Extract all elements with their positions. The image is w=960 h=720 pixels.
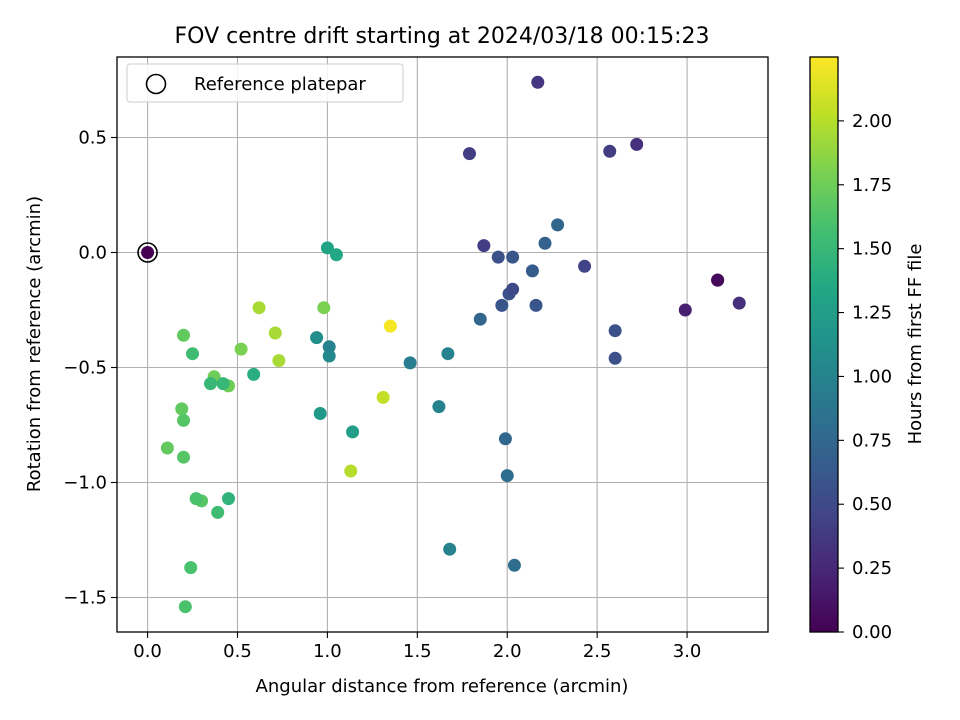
- y-axis: 0.5 0.0 −0.5 −1.0 −1.5: [63, 128, 117, 609]
- colorbar-tick-label: 0.25: [852, 558, 892, 579]
- data-point: [141, 246, 155, 259]
- data-point: [329, 248, 343, 262]
- data-point: [495, 298, 509, 312]
- y-tick-label: 0.5: [78, 128, 107, 149]
- data-point: [525, 264, 539, 278]
- plot-area: [116, 56, 769, 633]
- data-point: [175, 402, 189, 416]
- data-point: [344, 464, 358, 478]
- data-point: [272, 354, 286, 368]
- data-point: [531, 75, 545, 89]
- legend-marker-reference: [145, 73, 167, 95]
- colorbar-label: Hours from first FF file: [905, 244, 926, 445]
- data-point: [507, 558, 521, 572]
- data-point: [711, 273, 725, 287]
- data-point: [498, 432, 512, 446]
- colorbar-gradient: [809, 56, 839, 633]
- y-tick-label: −0.5: [63, 358, 107, 379]
- data-point: [186, 347, 200, 361]
- data-point: [320, 241, 334, 255]
- data-point: [441, 347, 455, 361]
- data-point: [317, 301, 331, 315]
- data-point: [310, 331, 324, 345]
- data-point: [678, 303, 692, 317]
- data-point: [491, 250, 505, 264]
- legend-box: [126, 63, 404, 103]
- data-point: [252, 301, 266, 315]
- x-tick-label: 2.0: [493, 641, 522, 662]
- data-point: [630, 137, 644, 151]
- colorbar: 0.00 0.25 0.50 0.75 1.00 1.25 1.50 1.75 2.00 Hou…: [809, 56, 926, 643]
- x-tick-label: 3.0: [673, 641, 702, 662]
- data-point: [204, 377, 218, 391]
- data-point: [608, 324, 622, 338]
- chart-title: FOV centre drift starting at 2024/03/18 …: [175, 24, 710, 49]
- data-point: [578, 259, 592, 273]
- data-point: [211, 505, 225, 519]
- data-point: [216, 377, 230, 391]
- y-tick-label: −1.5: [63, 588, 107, 609]
- data-point: [432, 400, 446, 414]
- x-tick-label: 0.0: [133, 641, 162, 662]
- colorbar-tick-label: 2.00: [852, 111, 892, 132]
- data-point: [322, 349, 336, 363]
- data-point: [383, 319, 397, 333]
- data-point: [538, 236, 552, 250]
- colorbar-tick-label: 1.50: [852, 239, 892, 260]
- data-point: [462, 147, 476, 161]
- y-tick-label: −1.0: [63, 473, 107, 494]
- data-point: [477, 239, 491, 253]
- x-tick-label: 2.5: [583, 641, 612, 662]
- x-tick-label: 1.0: [313, 641, 342, 662]
- data-point: [234, 342, 248, 356]
- data-point: [443, 542, 457, 556]
- legend: Reference platepar: [126, 63, 404, 103]
- reference-platepar-marker: [137, 242, 158, 263]
- data-point: [313, 407, 327, 420]
- y-tick-label: 0.0: [78, 243, 107, 264]
- grid: [117, 57, 768, 632]
- data-point: [268, 326, 282, 340]
- x-tick-label: 0.5: [223, 641, 252, 662]
- data-point: [506, 250, 520, 264]
- data-point: [608, 351, 622, 365]
- data-point: [603, 144, 617, 158]
- data-point: [346, 425, 360, 439]
- data-point: [177, 328, 191, 342]
- data-point: [177, 413, 191, 427]
- colorbar-tick-label: 1.00: [852, 366, 892, 387]
- data-point: [160, 441, 174, 455]
- data-point: [178, 600, 192, 614]
- data-point: [189, 492, 203, 506]
- colorbar-tick-label: 0.75: [852, 430, 892, 451]
- data-point: [221, 492, 235, 506]
- data-point: [403, 356, 417, 370]
- colorbar-tick-label: 0.50: [852, 494, 892, 515]
- data-point: [500, 469, 514, 483]
- x-axis: 0.0 0.5 1.0 1.5 2.0 2.5 3.0: [133, 632, 701, 662]
- scatter-points: [137, 75, 746, 614]
- data-point: [732, 296, 746, 310]
- data-point: [322, 340, 336, 354]
- data-point: [184, 561, 198, 575]
- data-point: [506, 282, 520, 296]
- data-point: [376, 390, 390, 404]
- data-point: [247, 367, 261, 381]
- y-axis-label: Rotation from reference (arcmin): [24, 196, 45, 492]
- x-tick-label: 1.5: [403, 641, 432, 662]
- colorbar-ticks: 0.00 0.25 0.50 0.75 1.00 1.25 1.50 1.75 2.00: [838, 111, 892, 643]
- data-point: [177, 450, 191, 464]
- data-point: [473, 312, 487, 326]
- data-point: [529, 298, 543, 312]
- legend-label-reference: Reference platepar: [194, 74, 366, 95]
- colorbar-tick-label: 0.00: [852, 622, 892, 643]
- colorbar-tick-label: 1.25: [852, 303, 892, 324]
- x-axis-label: Angular distance from reference (arcmin): [256, 676, 629, 697]
- colorbar-tick-label: 1.75: [852, 175, 892, 196]
- data-point: [551, 218, 565, 232]
